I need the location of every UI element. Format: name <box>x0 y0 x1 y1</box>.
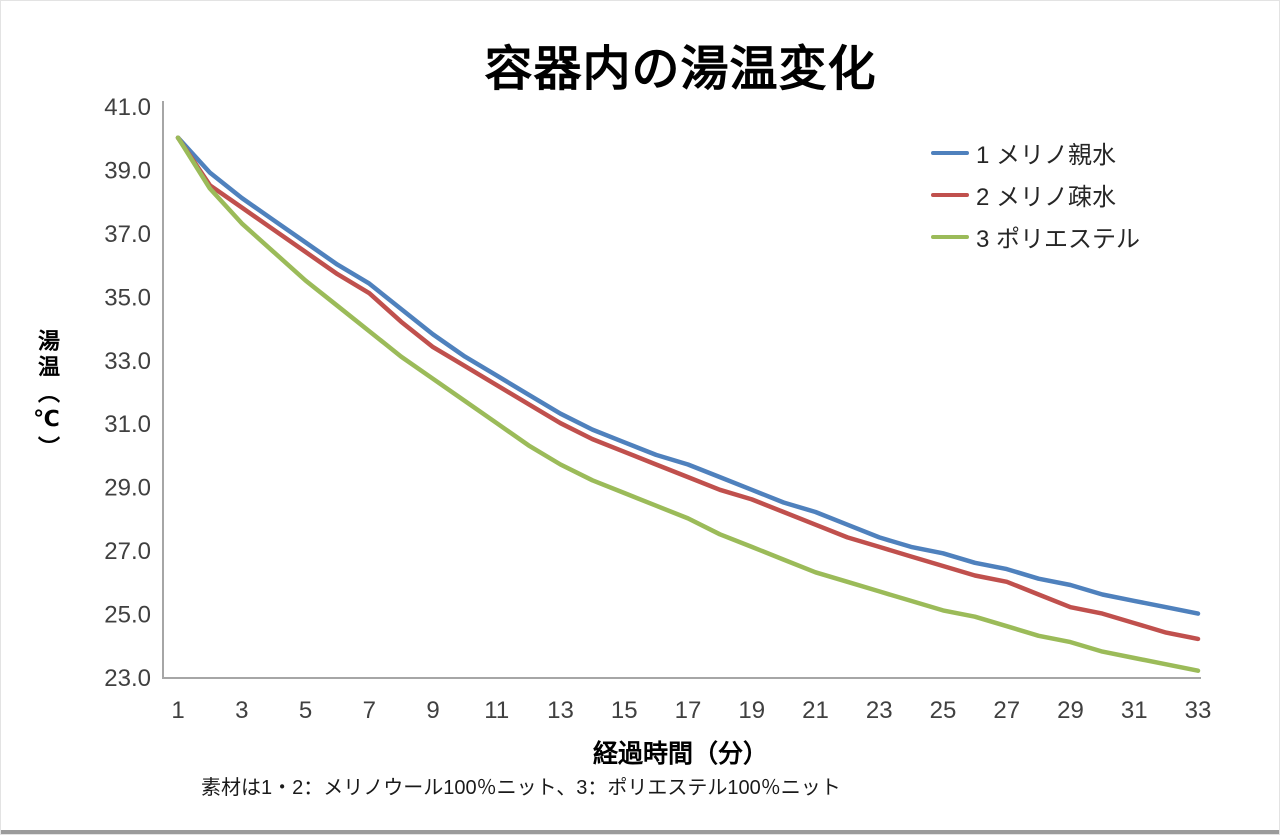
legend-item-merino-hydrophobic: 2 メリノ疎水 <box>931 181 1140 211</box>
image-bottom-border <box>1 830 1279 834</box>
y-tick-label: 29.0 <box>104 475 151 502</box>
y-tick-label: 37.0 <box>104 221 151 248</box>
legend-label: 1 メリノ親水 <box>976 142 1117 169</box>
legend-item-polyester: 3 ポリエステル <box>931 223 1140 253</box>
x-tick-label: 3 <box>235 697 248 724</box>
series-line-2 <box>175 135 1201 642</box>
x-tick-label: 29 <box>1057 697 1084 724</box>
x-tick-label: 21 <box>802 697 829 724</box>
x-tick-label: 5 <box>299 697 312 724</box>
legend-line-swatch-blue <box>931 150 969 155</box>
x-tick-label: 27 <box>993 697 1020 724</box>
legend-label: 3 ポリエステル <box>976 226 1141 253</box>
x-tick-label: 7 <box>363 697 376 724</box>
series-line-1 <box>175 135 1201 616</box>
y-tick-label: 31.0 <box>104 411 151 438</box>
legend-item-merino-hydrophilic: 1 メリノ親水 <box>931 139 1140 169</box>
x-tick-label: 15 <box>611 697 638 724</box>
chart-footnote: 素材は1・2：メリノウール100％ニット、3：ポリエステル100％ニット <box>201 777 841 799</box>
x-tick-label: 11 <box>484 697 509 724</box>
x-tick-label: 9 <box>426 697 439 724</box>
y-tick-label: 33.0 <box>104 348 151 375</box>
legend-label: 2 メリノ疎水 <box>976 184 1117 211</box>
y-tick-label: 39.0 <box>104 157 151 184</box>
x-tick-label: 17 <box>675 697 702 724</box>
chart-title: 容器内の湯温変化 <box>484 43 877 96</box>
x-tick-label: 1 <box>171 697 184 724</box>
y-tick-label: 25.0 <box>104 602 151 629</box>
series-line-3 <box>175 135 1201 673</box>
x-axis-title: 経過時間（分） <box>592 740 768 768</box>
x-tick-label: 13 <box>547 697 574 724</box>
y-axis-title: 湯温（℃） <box>35 329 60 462</box>
y-tick-label: 27.0 <box>104 538 151 565</box>
x-tick-label: 31 <box>1121 697 1148 724</box>
x-tick-label: 33 <box>1185 697 1212 724</box>
legend-line-swatch-green <box>931 234 969 239</box>
x-tick-label: 19 <box>738 697 765 724</box>
legend: 1 メリノ親水 2 メリノ疎水 3 ポリエステル <box>931 139 1140 253</box>
x-tick-label: 25 <box>930 697 957 724</box>
y-tick-label: 23.0 <box>104 665 151 692</box>
y-tick-label: 41.0 <box>104 94 151 121</box>
y-tick-label: 35.0 <box>104 284 151 311</box>
legend-line-swatch-red <box>931 192 969 197</box>
x-tick-label: 23 <box>866 697 893 724</box>
